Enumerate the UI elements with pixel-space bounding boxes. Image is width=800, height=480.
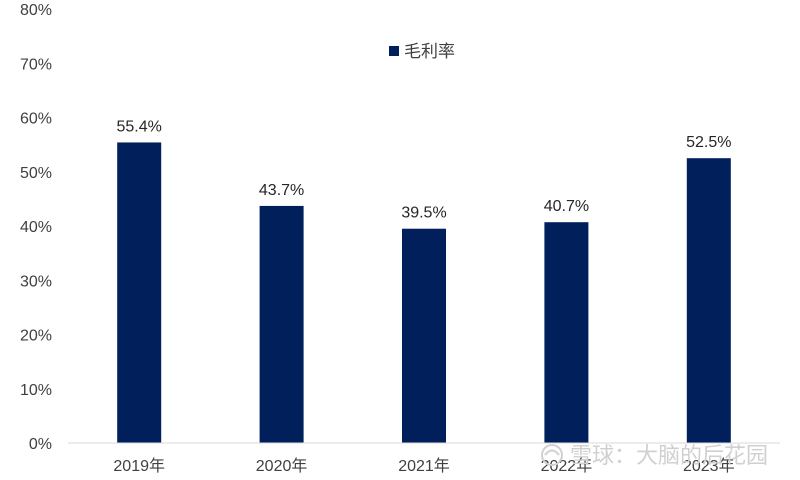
x-axis: 2019年 2020年 2021年 2022年 2023年	[68, 442, 780, 475]
bar	[117, 142, 162, 443]
y-tick-label: 70%	[20, 56, 52, 73]
bars	[117, 142, 731, 443]
watermark: 雪球：大脑的后花园	[541, 444, 768, 469]
y-tick-label: 40%	[20, 219, 52, 236]
data-labels: 55.4% 43.7% 39.5% 40.7% 52.5%	[117, 118, 732, 221]
y-tick-label: 80%	[20, 2, 52, 19]
y-tick-label: 50%	[20, 165, 52, 182]
bar	[686, 158, 731, 443]
x-tick-label: 2022年	[541, 457, 593, 475]
legend: 毛利率	[389, 42, 455, 61]
data-label: 39.5%	[401, 205, 446, 222]
y-tick-label: 20%	[20, 328, 52, 345]
x-tick-label: 2019年	[113, 457, 165, 475]
y-tick-label: 30%	[20, 273, 52, 290]
data-label: 40.7%	[544, 198, 589, 215]
bar	[402, 228, 446, 443]
bar	[544, 222, 589, 443]
y-tick-label: 10%	[20, 382, 52, 399]
data-label: 43.7%	[259, 182, 304, 199]
watermark-text: 雪球：大脑的后花园	[570, 444, 768, 469]
legend-label-gross-margin: 毛利率	[404, 42, 455, 61]
data-label: 52.5%	[686, 134, 731, 151]
y-axis: 0% 10% 20% 30% 40% 50% 60% 70% 80%	[20, 2, 52, 453]
snowball-logo-icon	[541, 444, 563, 466]
x-tick-label: 2023年	[683, 457, 735, 475]
x-tick-label: 2020年	[256, 457, 308, 475]
bar	[259, 205, 304, 443]
data-label: 55.4%	[117, 118, 162, 135]
legend-swatch-gross-margin	[389, 46, 399, 56]
y-tick-label: 60%	[20, 111, 52, 128]
y-tick-label: 0%	[29, 436, 52, 453]
x-tick-label: 2021年	[398, 457, 450, 475]
